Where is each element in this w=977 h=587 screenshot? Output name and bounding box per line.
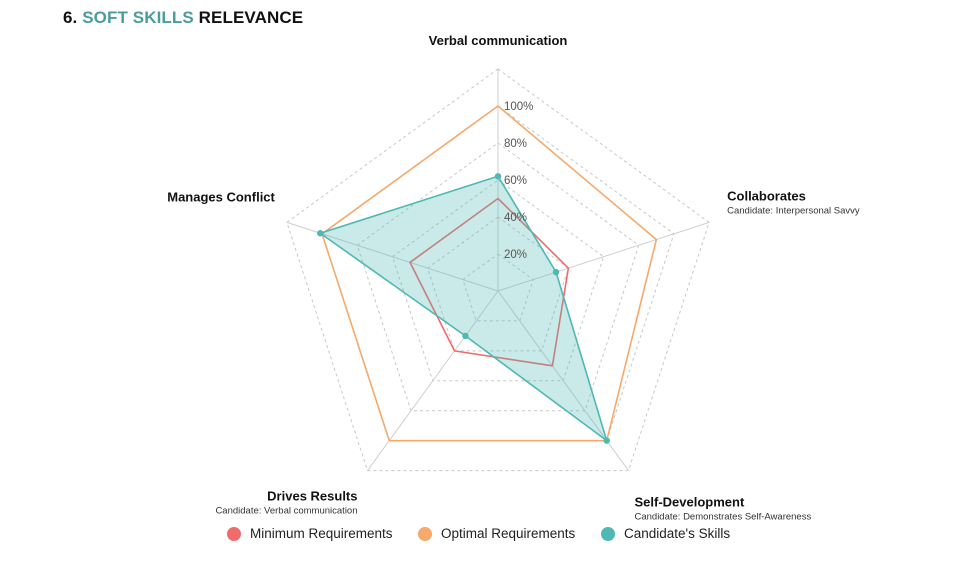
chart-legend: Minimum Requirements Optimal Requirement… [0,526,977,550]
tick-label-80: 80% [504,138,527,150]
series-shape-optimal-requirements [321,105,658,442]
section-title-rest: RELEVANCE [198,8,304,27]
tick-label-20: 20% [504,249,527,261]
axis-label-collaborates: Collaborates [727,188,806,203]
section-number: 6. [63,8,78,27]
legend-item-minimum: Minimum Requirements [227,526,393,541]
axis-label-verbal-communication: Verbal communication [429,33,568,48]
series-shape-candidate-s-skills [319,175,608,442]
section-title-accent: SOFT SKILLS [82,8,194,27]
grid-ring-60 [391,179,605,382]
legend-label-minimum: Minimum Requirements [250,526,393,541]
axis-label-self-development: Self-Development [634,495,744,510]
data-point-candidate-s-skills-collaborates [552,268,560,276]
axis-sublabel-drives-results: Candidate: Verbal communication [215,506,357,517]
legend-dot-minimum [227,526,241,541]
tick-label-60: 60% [504,175,527,187]
legend-item-optimal: Optimal Requirements [418,526,575,541]
axis-sublabel-self-development: Candidate: Demonstrates Self-Awareness [634,512,811,520]
axis-label-drives-results: Drives Results [267,489,357,504]
grid-ring-20 [462,253,534,322]
section-title: 6. SOFT SKILLS RELEVANCE [63,8,303,28]
tick-label-40: 40% [504,212,527,224]
legend-dot-candidate [601,526,615,541]
data-point-candidate-s-skills-drives-results [462,332,469,340]
grid-ring-40 [427,216,569,352]
legend-label-candidate: Candidate's Skills [624,526,731,541]
legend-item-candidate: Candidate's Skills [601,526,730,541]
data-point-candidate-s-skills-manages-conflict [317,230,324,237]
axis-spoke-collaborates [497,221,710,292]
legend-label-optimal: Optimal Requirements [441,526,576,541]
data-point-candidate-s-skills-self-development [603,437,610,444]
tick-label-100: 100% [504,101,533,113]
series-shape-minimum-requirements [409,197,570,367]
radar-chart: 20% 40% 60% 80% 100% Verbal communication Coll… [167,33,860,520]
grid-ring-80 [356,142,640,412]
data-point-candidate-s-skills-verbal-communication [494,173,502,180]
axis-sublabel-collaborates: Candidate: Interpersonal Savvy [727,205,860,216]
grid-ring-120 [286,68,710,472]
axis-label-manages-conflict: Manages Conflict [167,189,275,204]
legend-dot-optimal [418,526,432,541]
